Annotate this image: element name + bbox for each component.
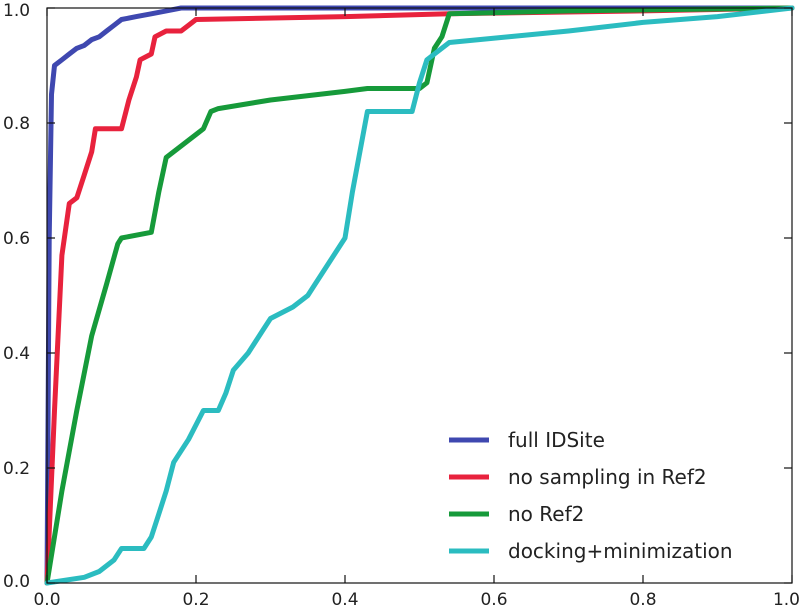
x-tick-label: 0.4: [331, 590, 358, 610]
x-tick-label: 0.6: [480, 590, 507, 610]
x-tick-label: 0.0: [33, 590, 60, 610]
x-tick-label: 1.0: [773, 590, 800, 610]
y-tick-label: 1.0: [3, 1, 30, 21]
legend-label-3: docking+minimization: [508, 539, 733, 563]
legend-label-1: no sampling in Ref2: [508, 465, 707, 489]
y-tick-label: 0.0: [3, 572, 30, 592]
y-tick-label: 0.8: [3, 114, 30, 134]
legend: full IDSite no sampling in Ref2 no Ref2 doc…: [449, 428, 733, 563]
legend-label-2: no Ref2: [508, 502, 584, 526]
series-line-3: [44, 5, 795, 586]
series-line-1: [44, 5, 795, 586]
series-line-2: [44, 5, 795, 586]
y-tick-label: 0.6: [3, 229, 30, 249]
axis-ticks: 0.0 0.2 0.4 0.6 0.8 1.0 0.0 0.2 0.4 0.6 0.8 1.0: [3, 1, 800, 610]
x-tick-label: 0.2: [182, 590, 209, 610]
x-tick-label: 0.8: [629, 590, 656, 610]
y-tick-label: 0.2: [3, 459, 30, 479]
plot-frame: [46, 7, 793, 584]
y-tick-label: 0.4: [3, 344, 30, 364]
legend-label-0: full IDSite: [508, 428, 605, 452]
